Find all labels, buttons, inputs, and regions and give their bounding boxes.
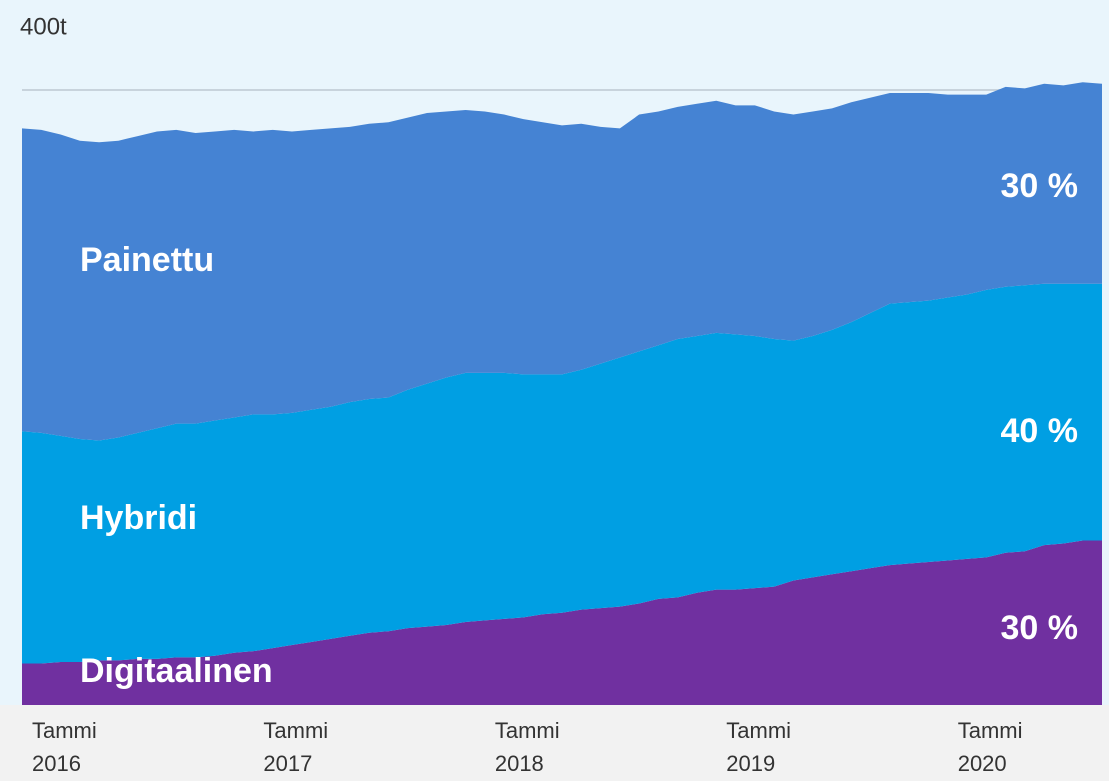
share-label: 40 % <box>1001 412 1079 450</box>
x-tick-label: Tammi 2020 <box>957 718 1023 776</box>
series-label: Hybridi <box>80 499 197 537</box>
series-label: Painettu <box>80 241 214 279</box>
x-axis-band <box>0 705 1109 781</box>
x-tick-label: Tammi 2016 <box>32 718 97 776</box>
x-tick-label: Tammi 2018 <box>494 718 560 776</box>
share-label: 30 % <box>1001 167 1079 205</box>
area <box>22 540 1102 705</box>
series-label: Digitaalinen <box>80 652 273 690</box>
y-tick-label: 400t <box>20 13 67 40</box>
share-label: 30 % <box>1001 609 1079 647</box>
x-tick-label: Tammi 2019 <box>726 718 792 776</box>
x-tick-label: Tammi 2017 <box>263 718 329 776</box>
area <box>22 82 1102 441</box>
area <box>22 283 1102 664</box>
